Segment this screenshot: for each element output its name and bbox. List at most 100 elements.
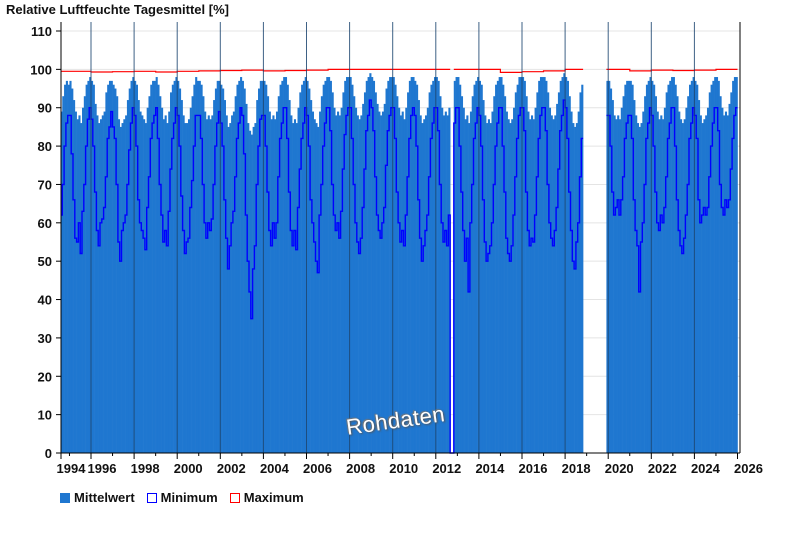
mean-bar (522, 77, 525, 453)
mean-bar (568, 96, 571, 453)
mean-bar (473, 84, 476, 453)
mean-bar (563, 73, 566, 453)
mean-bar (200, 84, 203, 453)
mean-bar (315, 123, 318, 453)
x-tick-label: 2014 (475, 461, 505, 476)
mean-bar (636, 123, 640, 453)
mean-bar (292, 123, 295, 453)
mean-bar (290, 115, 293, 454)
mean-bar (399, 115, 402, 454)
mean-bar (403, 119, 406, 454)
mean-bar (669, 80, 672, 453)
mean-bar (155, 77, 158, 453)
mean-bar (545, 80, 548, 453)
mean-bar (381, 111, 385, 454)
x-tick-label: 2002 (217, 461, 246, 476)
mean-bar (644, 96, 647, 453)
mean-bar (232, 111, 235, 454)
mean-bar (268, 111, 271, 454)
mean-bar (663, 107, 666, 454)
mean-bar (164, 115, 167, 454)
legend-label: Mittelwert (74, 490, 135, 505)
mean-bar (92, 84, 95, 453)
mean-bar (245, 103, 248, 454)
mean-bar (157, 84, 160, 453)
mean-bar (530, 115, 534, 454)
mean-bar (653, 84, 656, 453)
mean-bar (678, 111, 681, 454)
mean-bar (216, 80, 219, 453)
mean-bar (539, 77, 543, 453)
mean-bar (117, 119, 121, 454)
mean-bar (153, 80, 156, 453)
mean-bar (270, 119, 273, 454)
mean-bar (611, 100, 614, 454)
mean-bar (326, 77, 329, 453)
mean-bar (626, 80, 629, 453)
mean-bar (518, 77, 521, 453)
mean-bar (538, 80, 541, 453)
mean-bar (211, 115, 214, 454)
mean-bar (374, 92, 377, 453)
mean-bar (699, 115, 702, 454)
mean-bar (346, 77, 349, 453)
mean-bar (559, 80, 562, 453)
mean-bar (672, 77, 675, 453)
mean-bar (112, 84, 115, 453)
mean-bar (340, 107, 343, 454)
mean-bar (618, 119, 622, 454)
mean-bar (697, 100, 701, 454)
mean-bar (500, 77, 503, 453)
mean-bar (417, 100, 420, 454)
mean-bar (441, 107, 444, 454)
mean-bar (213, 100, 216, 454)
mean-bar (719, 96, 722, 453)
mean-bar (311, 111, 314, 454)
mean-bar (505, 111, 508, 454)
mean-bar (478, 80, 481, 453)
mean-bar (110, 80, 113, 453)
mean-bar (358, 119, 361, 454)
mean-bar (96, 115, 99, 454)
mean-bar (372, 80, 376, 453)
x-tick-label: 2008 (346, 461, 375, 476)
mean-bar (310, 100, 313, 454)
mean-bar (234, 96, 237, 453)
mean-bar (306, 80, 309, 453)
mean-bar (394, 84, 397, 453)
mean-bar (202, 96, 205, 453)
mean-bar (484, 115, 487, 454)
x-tick-label: 2010 (389, 461, 418, 476)
mean-bar (148, 96, 151, 453)
x-tick-label: 2006 (303, 461, 332, 476)
mean-bar (620, 107, 623, 454)
mean-bar (378, 111, 381, 454)
legend-item-maximum: Maximum (229, 490, 304, 505)
mean-bar (344, 80, 347, 453)
mean-bar (550, 115, 553, 454)
mean-bar (631, 84, 634, 453)
mean-bar (85, 84, 88, 453)
mean-bar (556, 103, 559, 454)
y-tick-label: 40 (38, 293, 52, 308)
mean-bar (191, 96, 194, 453)
mean-bar (437, 80, 440, 453)
mean-bar (405, 107, 408, 454)
mean-bar (462, 107, 465, 454)
mean-bar (581, 84, 584, 453)
mean-bar (71, 88, 74, 453)
mean-bar (139, 111, 142, 454)
mean-bar (385, 88, 388, 453)
mean-bar (150, 84, 153, 453)
mean-bar (225, 115, 228, 454)
mean-bar (486, 123, 489, 453)
mean-bar (144, 123, 147, 453)
mean-bar (105, 92, 108, 453)
mean-bar (566, 80, 569, 453)
y-tick-label: 100 (30, 62, 52, 77)
x-tick-label: 2020 (605, 461, 634, 476)
mean-bar (717, 80, 720, 453)
mean-bar (354, 107, 358, 454)
legend-label: Maximum (243, 490, 304, 505)
mean-bar (708, 92, 711, 453)
